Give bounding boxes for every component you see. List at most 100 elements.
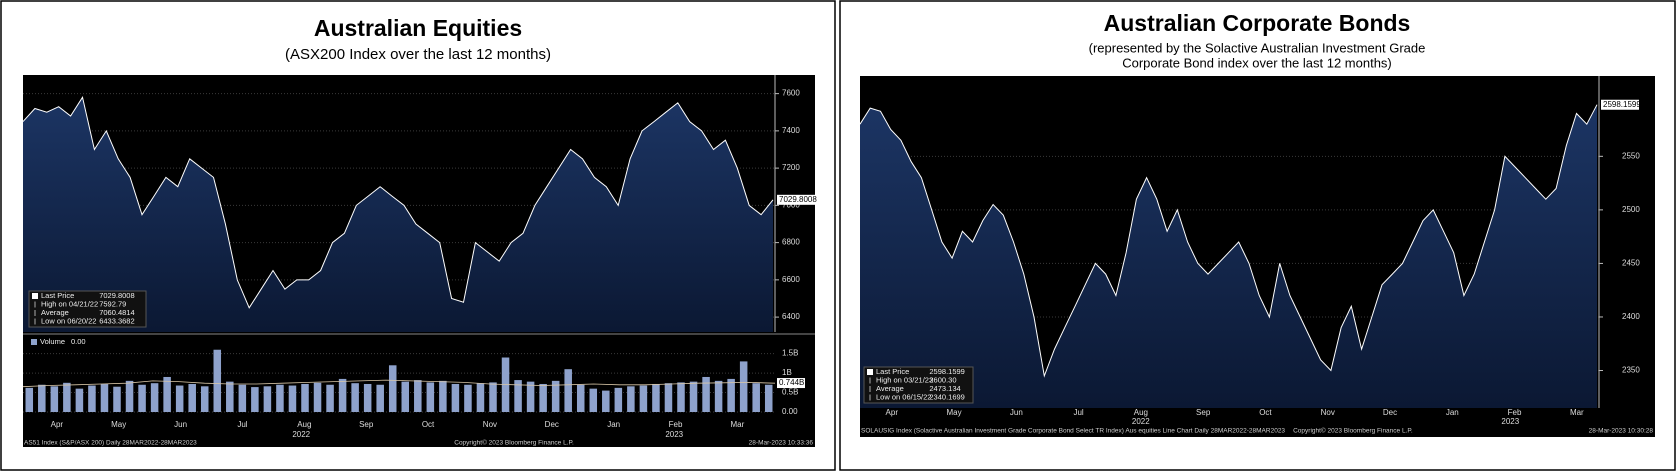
volume-bar: [213, 349, 222, 412]
volume-bar: [426, 382, 435, 412]
volume-bar: [752, 383, 760, 412]
volume-bar: [138, 384, 146, 412]
year-label: 2023: [665, 430, 683, 439]
y-tick-label: 2500: [1622, 205, 1640, 214]
legend-box: [863, 366, 974, 404]
x-tick-label: Dec: [545, 420, 559, 429]
x-tick-label: Aug: [297, 420, 311, 429]
volume-bar: [175, 385, 184, 412]
footer-source: AS51 Index (S&P/ASX 200) Daily 28MAR2022…: [24, 440, 197, 447]
volume-average: [22, 379, 776, 388]
volume-bar: [589, 388, 598, 412]
volume-bar: [739, 361, 748, 412]
x-tick-label: Sep: [359, 420, 374, 429]
y-tick-label: 6800: [782, 238, 800, 247]
volume-bar: [602, 390, 610, 412]
volume-bar: [50, 386, 59, 412]
volume-bar: [451, 383, 460, 412]
x-tick-label: Dec: [1383, 408, 1397, 417]
volume-bar: [351, 383, 359, 412]
volume-bar: [163, 376, 171, 412]
volume-bar: [238, 384, 247, 412]
volume-bar: [226, 381, 234, 412]
volume-legend-name: Volume: [40, 337, 65, 346]
volume-bar: [439, 380, 447, 412]
y-tick-label: 1B: [782, 368, 792, 377]
volume-bar: [251, 387, 259, 412]
volume-legend-value: 0.00: [71, 337, 86, 346]
volume-bar: [150, 383, 159, 412]
x-tick-label: May: [946, 408, 961, 417]
volume-bar: [401, 381, 410, 412]
volume-bar: [714, 380, 723, 412]
legend-label: Last Price: [876, 367, 909, 376]
y-tick-label: 7000: [782, 200, 800, 209]
x-tick-label: Mar: [1570, 408, 1584, 417]
y-tick-label: 0.00: [782, 407, 798, 416]
year-label: 2023: [1501, 417, 1519, 426]
legend-label: Last Price: [41, 291, 74, 300]
volume-bar: [414, 380, 422, 412]
volume-bar: [689, 381, 698, 412]
y-tick-label: 7200: [782, 163, 800, 172]
x-tick-label: Aug: [1134, 408, 1148, 417]
volume-bar: [664, 383, 673, 412]
year-label: 2022: [292, 430, 310, 439]
volume-bar: [75, 388, 84, 412]
volume-bar: [363, 383, 372, 412]
x-tick-label: Sep: [1196, 408, 1211, 417]
x-tick-label: Apr: [51, 420, 64, 429]
footer-copyright: Copyright© 2023 Bloomberg Finance L.P.: [1293, 427, 1413, 435]
volume-bar: [376, 384, 384, 412]
y-tick-label: 0.5B: [782, 388, 798, 397]
volume-bar: [614, 387, 623, 412]
volume-bar: [514, 380, 522, 412]
panel-frame: [839, 0, 1676, 471]
volume-bar: [627, 386, 635, 412]
volume-bar: [63, 382, 71, 412]
x-tick-label: Nov: [483, 420, 497, 429]
chart-subtitle: (ASX200 Index over the last 12 months): [285, 46, 551, 63]
volume-bar: [576, 384, 585, 412]
volume-bar: [38, 384, 46, 412]
legend-value: 2473.134: [929, 384, 960, 393]
legend-label: Low on 06/20/22: [41, 316, 96, 325]
legend-label: Average: [41, 308, 69, 317]
x-tick-label: Oct: [1259, 408, 1272, 417]
year-label: 2022: [1132, 417, 1150, 426]
x-tick-label: Jun: [174, 420, 187, 429]
volume-bar: [652, 383, 660, 412]
footer-copyright: Copyright© 2023 Bloomberg Finance L.P.: [454, 439, 574, 447]
legend-swatch: [32, 293, 38, 299]
volume-bar: [702, 376, 710, 412]
chart-subtitle: (represented by the Solactive Australian…: [1089, 40, 1426, 55]
volume-bar: [539, 383, 547, 412]
x-tick-label: Feb: [1508, 408, 1522, 417]
volume-bar: [764, 384, 773, 412]
legend-value: 7060.4814: [99, 308, 134, 317]
volume-bar: [639, 385, 648, 412]
x-tick-label: Jul: [1073, 408, 1083, 417]
legend-label: High on 03/21/23: [876, 375, 933, 384]
volume-bar: [727, 378, 735, 412]
legend-label: Low on 06/15/22: [876, 392, 931, 401]
volume-tag: [777, 378, 805, 389]
legend-value: 7029.8008: [99, 291, 134, 300]
volume-bar: [288, 385, 297, 412]
volume-bar: [100, 383, 109, 412]
panel-frame: [0, 0, 836, 471]
volume-bar: [338, 378, 347, 412]
y-tick-label: 1.5B: [782, 349, 798, 358]
price-line: [22, 96, 774, 309]
y-tick-label: 2550: [1622, 151, 1640, 160]
volume-bar: [276, 384, 284, 412]
legend-label: High on 04/21/22: [41, 299, 98, 308]
volume-bar: [125, 380, 134, 412]
legend-value: 2600.30: [929, 375, 956, 384]
price-area: [23, 97, 773, 332]
y-tick-label: 2350: [1622, 366, 1640, 375]
legend-label: Average: [876, 384, 904, 393]
x-tick-label: May: [111, 420, 126, 429]
volume-bar: [88, 385, 96, 412]
